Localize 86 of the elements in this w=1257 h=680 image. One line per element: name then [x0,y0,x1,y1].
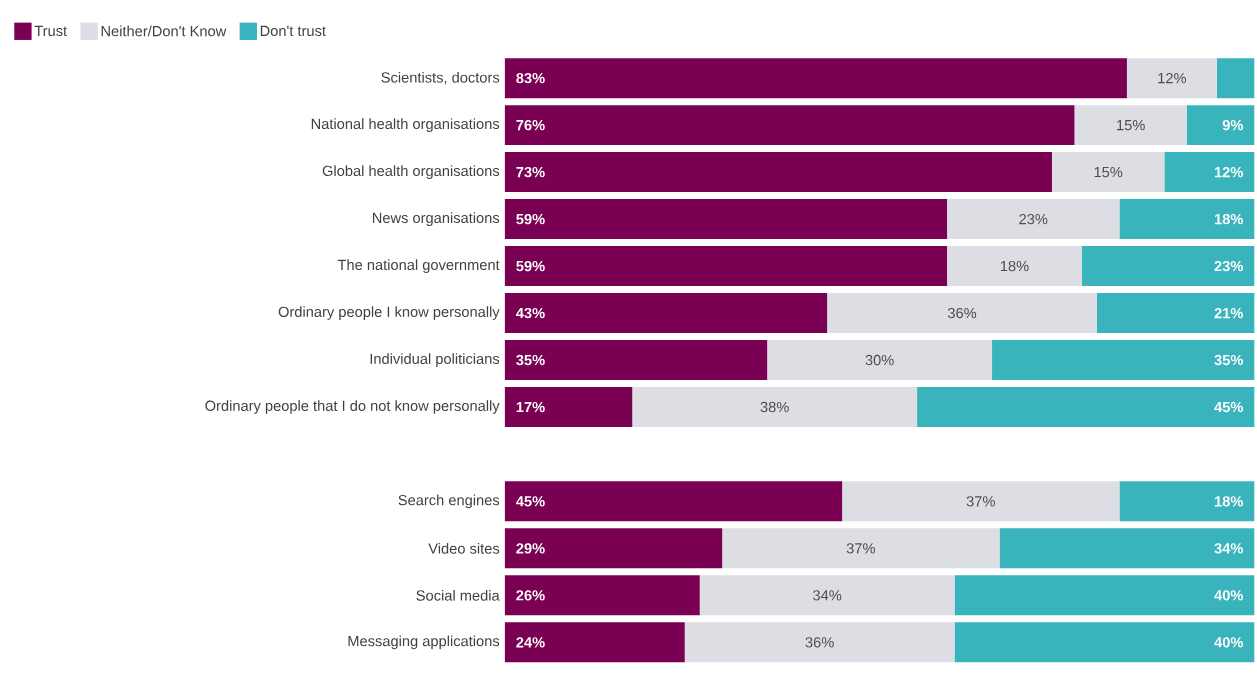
bar [504,622,685,663]
data-label: 76% [516,120,545,131]
bar [1216,58,1255,99]
bar [1119,481,1255,522]
data-label: 35% [1214,354,1244,366]
y-tick-label: Video sites [428,543,500,554]
bar [767,340,993,381]
data-label: 24% [516,637,545,648]
bar [1119,199,1255,240]
bar [1051,152,1165,193]
data-label: 36% [947,307,977,319]
data-label: 18% [1214,214,1244,225]
bar [999,528,1255,569]
bar [684,622,955,663]
data-label: 40% [1214,637,1244,648]
data-label: 43% [516,307,545,319]
data-label: 35% [516,354,545,366]
bar [504,58,1127,99]
data-label: 83% [516,73,545,84]
data-label: 37% [846,543,875,554]
bar [632,387,918,428]
data-label: 30% [865,354,894,366]
bar [827,293,1097,334]
y-tick-label: The national government [337,259,500,273]
bar [1186,105,1255,146]
bar [504,105,1075,146]
data-label: 9% [1222,120,1244,131]
bar [504,340,768,381]
bar [1074,105,1187,146]
data-label: 73% [516,167,545,178]
data-label: 40% [1214,590,1244,601]
legend-label: Trust [34,25,68,37]
y-tick-label: Ordinary people I know personally [278,306,500,320]
y-tick-label: Global health organisations [322,165,500,180]
bar [504,481,843,522]
data-label: 45% [516,496,545,507]
bar [504,387,633,428]
bar [504,152,1052,193]
bar [954,622,1255,663]
data-label: 26% [516,590,545,601]
bar [1081,246,1255,287]
data-label: 17% [516,401,545,413]
y-tick-label: News organisations [372,212,500,227]
y-tick-label: Social media [416,590,500,601]
data-label: 37% [966,496,995,507]
y-tick-label: National health organisations [311,118,500,133]
data-label: 59% [516,260,545,272]
bar [1126,58,1217,99]
legend-label: Neither/Don't Know [101,25,227,37]
data-label: 36% [805,637,834,648]
data-label: 21% [1214,308,1244,319]
data-label: 34% [813,590,842,601]
data-label: 38% [760,401,789,413]
data-label: 23% [1019,214,1048,225]
data-label: 18% [1000,260,1029,272]
bar [504,528,723,569]
bar [504,575,700,616]
legend-label: Don't trust [260,25,326,37]
bar [722,528,1000,569]
bar [992,340,1255,381]
data-label: 15% [1117,120,1145,131]
y-tick-label: Scientists, doctors [381,71,500,85]
data-label: 18% [1214,496,1244,507]
bar [947,246,1082,287]
data-label: 34% [1214,543,1244,554]
bar [947,199,1120,240]
bar [1164,152,1255,193]
y-tick-label: Messaging applications [348,635,500,650]
data-label: 12% [1214,167,1244,178]
data-label: 12% [1158,73,1187,84]
data-label: 23% [1214,260,1244,272]
data-label: 59% [516,214,545,225]
y-tick-label: Ordinary people that I do not know personally [205,400,500,414]
bar [504,293,828,334]
bar [699,575,955,616]
bar [842,481,1120,522]
bar [954,575,1255,616]
data-label: 29% [516,543,545,554]
bar [1096,293,1255,334]
data-label: 45% [1214,401,1244,413]
bar [504,246,948,287]
bar [917,387,1255,428]
y-tick-label: Individual politicians [370,353,500,367]
y-tick-label: Search engines [398,494,500,509]
bar [504,199,948,240]
data-label: 15% [1094,167,1123,178]
